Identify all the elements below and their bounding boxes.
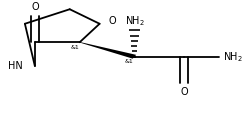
Polygon shape bbox=[79, 42, 136, 59]
Text: &1: &1 bbox=[125, 59, 134, 64]
Text: O: O bbox=[31, 2, 39, 12]
Text: O: O bbox=[108, 16, 116, 26]
Text: NH$_2$: NH$_2$ bbox=[124, 14, 144, 28]
Text: HN: HN bbox=[8, 61, 22, 71]
Text: O: O bbox=[181, 87, 188, 97]
Text: &1: &1 bbox=[70, 45, 79, 50]
Text: NH$_2$: NH$_2$ bbox=[223, 50, 243, 64]
